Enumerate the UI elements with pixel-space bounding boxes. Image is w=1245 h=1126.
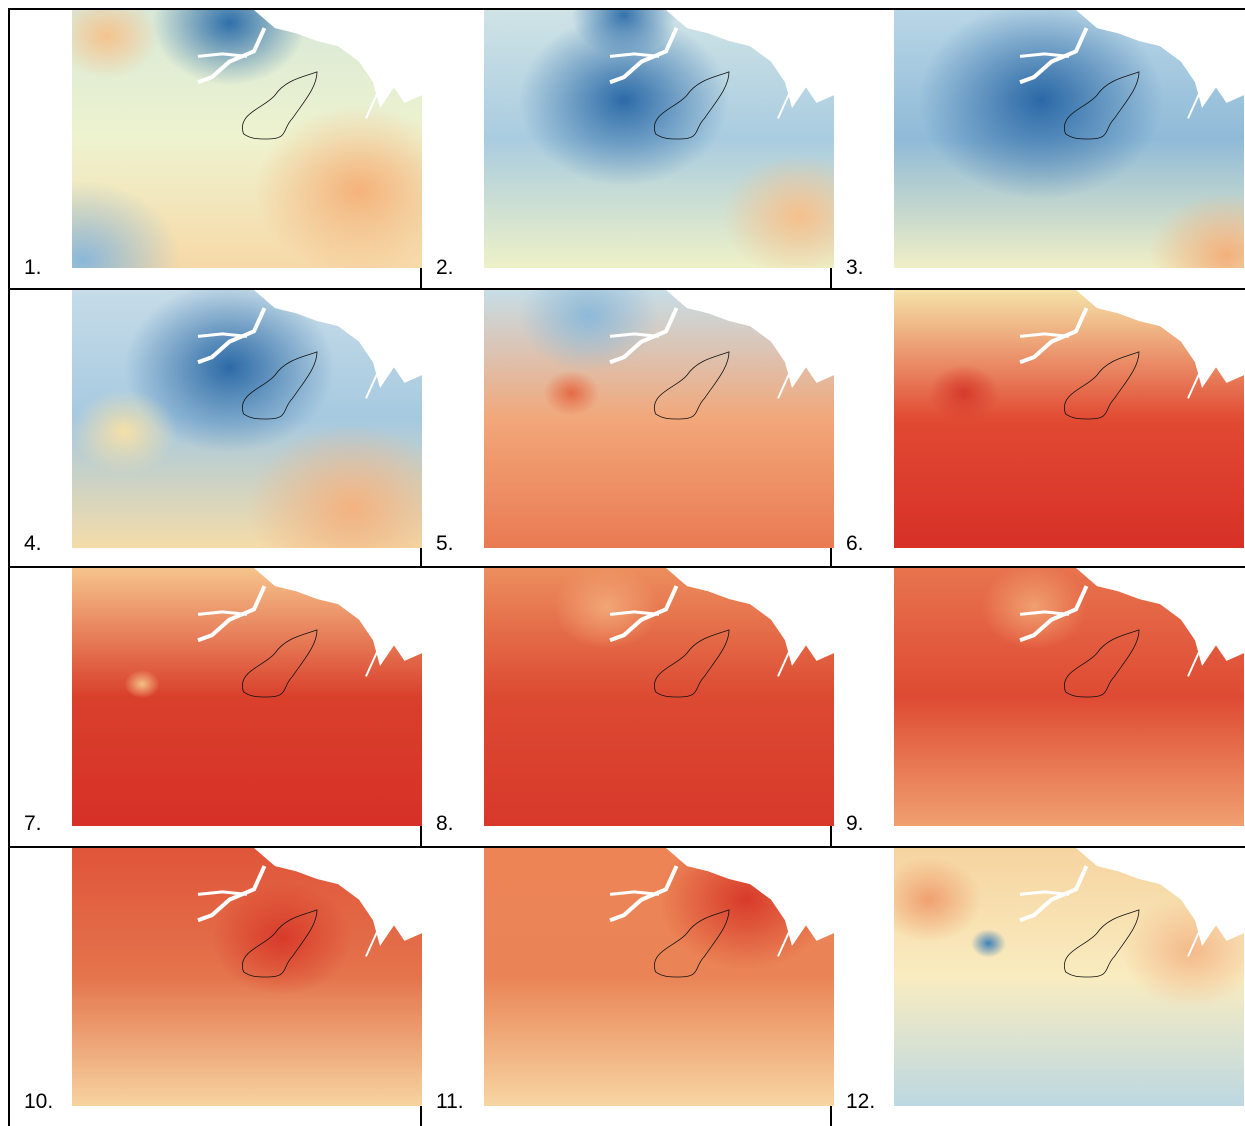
panel-label: 10. [24, 1090, 54, 1113]
map-image [484, 568, 834, 826]
map-panel: 9. [832, 568, 1245, 848]
panel-label: 8. [436, 812, 454, 835]
map-panel: 11. [422, 848, 834, 1126]
panel-label: 2. [436, 256, 454, 279]
map-panel: 8. [422, 568, 834, 848]
map-panel: 6. [832, 290, 1245, 568]
panel-label: 1. [24, 256, 42, 279]
panel-label: 9. [846, 812, 864, 835]
map-panel: 2. [422, 8, 834, 290]
panel-label: 4. [24, 532, 42, 555]
map-image [894, 290, 1244, 548]
map-image [484, 10, 834, 268]
map-panel: 12. [832, 848, 1245, 1126]
map-image [484, 290, 834, 548]
map-panel: 5. [422, 290, 834, 568]
panel-label: 3. [846, 256, 864, 279]
panel-label: 5. [436, 532, 454, 555]
panel-label: 6. [846, 532, 864, 555]
map-image [894, 10, 1244, 268]
map-image [72, 10, 422, 268]
panel-grid: 1. 2. 3. 4. 5. 6. 7. 8. 9. 10. 11. 12. [8, 8, 1245, 1126]
map-image [484, 848, 834, 1106]
panel-label: 7. [24, 812, 42, 835]
map-panel: 7. [8, 568, 422, 848]
map-panel: 10. [8, 848, 422, 1126]
map-panel: 4. [8, 290, 422, 568]
map-panel: 1. [8, 8, 422, 290]
panel-label: 11. [436, 1090, 464, 1113]
map-image [72, 290, 422, 548]
panel-label: 12. [846, 1090, 876, 1113]
map-image [894, 568, 1244, 826]
map-image [72, 848, 422, 1106]
map-image [72, 568, 422, 826]
map-image [894, 848, 1244, 1106]
map-panel: 3. [832, 8, 1245, 290]
